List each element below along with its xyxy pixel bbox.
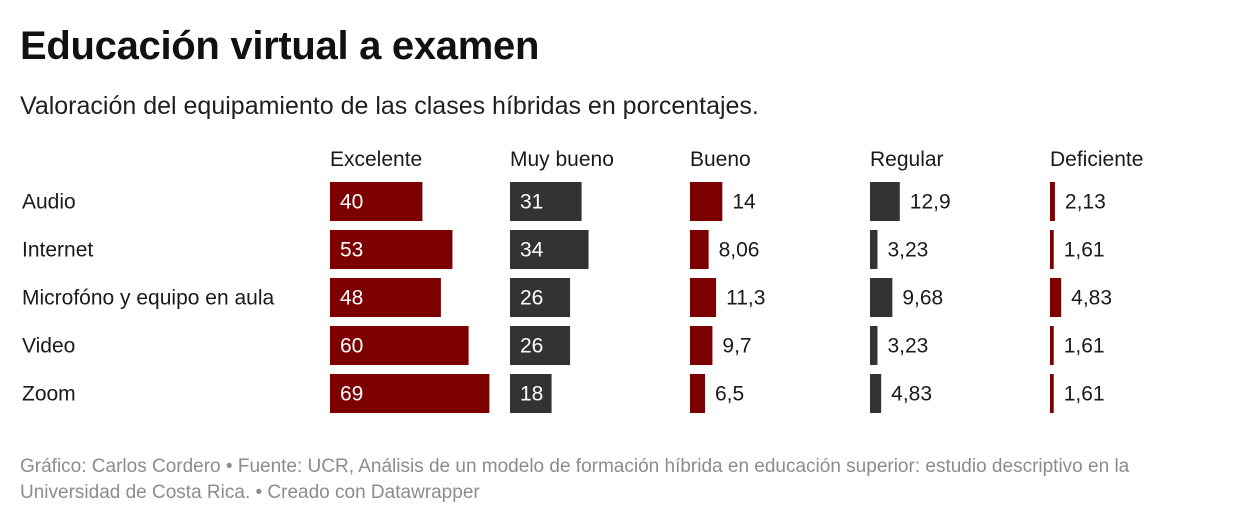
value-label-bueno-audio: 14 [732,191,756,214]
bar-muy-bueno-audio [510,182,582,221]
value-label-muy-bueno-video: 26 [520,335,543,358]
value-label-bueno-microfono-y-equipo-en-aula: 11,3 [726,287,765,310]
bar-regular-zoom [870,374,882,413]
chart-subtitle: Valoración del equipamiento de las clase… [20,92,759,120]
bar-regular-video [870,326,878,365]
value-label-deficiente-internet: 1,61 [1064,239,1105,262]
bar-muy-bueno-microfono-y-equipo-en-aula [510,278,571,317]
bar-excelente-internet [330,230,453,269]
bar-muy-bueno-internet [510,230,589,269]
value-label-deficiente-audio: 2,13 [1065,191,1106,214]
value-label-regular-microfono-y-equipo-en-aula: 9,68 [902,287,943,310]
column-header-muy-bueno: Muy bueno [510,148,614,171]
bar-chart: Excelente Muy bueno Bueno Regular Deficiente… [22,148,1143,413]
value-label-muy-bueno-zoom: 18 [520,383,543,406]
bar-regular-microfono-y-equipo-en-aula [870,278,893,317]
bar-excelente-video [330,326,469,365]
value-label-regular-internet: 3,23 [887,239,928,262]
value-label-excelente-video: 60 [340,335,363,358]
row-label-audio: Audio [22,191,76,214]
column-header-excelente: Excelente [330,148,422,171]
bar-excelente-microfono-y-equipo-en-aula [330,278,441,317]
bar-bueno-internet [690,230,709,269]
value-label-bueno-zoom: 6,5 [715,383,744,406]
value-label-excelente-microfono-y-equipo-en-aula: 48 [340,287,363,310]
value-label-muy-bueno-microfono-y-equipo-en-aula: 26 [520,287,543,310]
column-header-regular: Regular [870,148,944,171]
chart-footer: Gráfico: Carlos Cordero • Fuente: UCR, A… [20,456,1130,503]
row-label-zoom: Zoom [22,383,76,406]
row-label-microfono-y-equipo-en-aula: Microfóno y equipo en aula [22,287,274,310]
value-label-regular-video: 3,23 [887,335,928,358]
bar-excelente-audio [330,182,423,221]
bar-deficiente-zoom [1050,374,1054,413]
bar-muy-bueno-video [510,326,571,365]
value-label-deficiente-video: 1,61 [1064,335,1105,358]
value-label-deficiente-microfono-y-equipo-en-aula: 4,83 [1071,287,1112,310]
value-label-excelente-zoom: 69 [340,383,363,406]
bar-muy-bueno-zoom [510,374,552,413]
column-header-deficiente: Deficiente [1050,148,1143,171]
value-label-deficiente-zoom: 1,61 [1064,383,1105,406]
value-label-muy-bueno-internet: 34 [520,239,544,262]
bar-deficiente-microfono-y-equipo-en-aula [1050,278,1062,317]
bar-bueno-zoom [690,374,706,413]
chart-title: Educación virtual a examen [20,24,540,68]
value-label-muy-bueno-audio: 31 [520,191,543,214]
bar-regular-audio [870,182,900,221]
bar-deficiente-audio [1050,182,1055,221]
value-label-excelente-internet: 53 [340,239,363,262]
bar-bueno-video [690,326,713,365]
value-label-bueno-internet: 8,06 [719,239,760,262]
value-label-regular-audio: 12,9 [910,191,951,214]
row-label-internet: Internet [22,239,93,262]
bar-deficiente-internet [1050,230,1054,269]
value-label-excelente-audio: 40 [340,191,363,214]
bar-excelente-zoom [330,374,490,413]
row-label-video: Video [22,335,75,358]
value-label-bueno-video: 9,7 [722,335,751,358]
bar-bueno-audio [690,182,723,221]
bar-bueno-microfono-y-equipo-en-aula [690,278,717,317]
bar-regular-internet [870,230,878,269]
bar-deficiente-video [1050,326,1054,365]
column-header-bueno: Bueno [690,148,751,171]
value-label-regular-zoom: 4,83 [891,383,932,406]
